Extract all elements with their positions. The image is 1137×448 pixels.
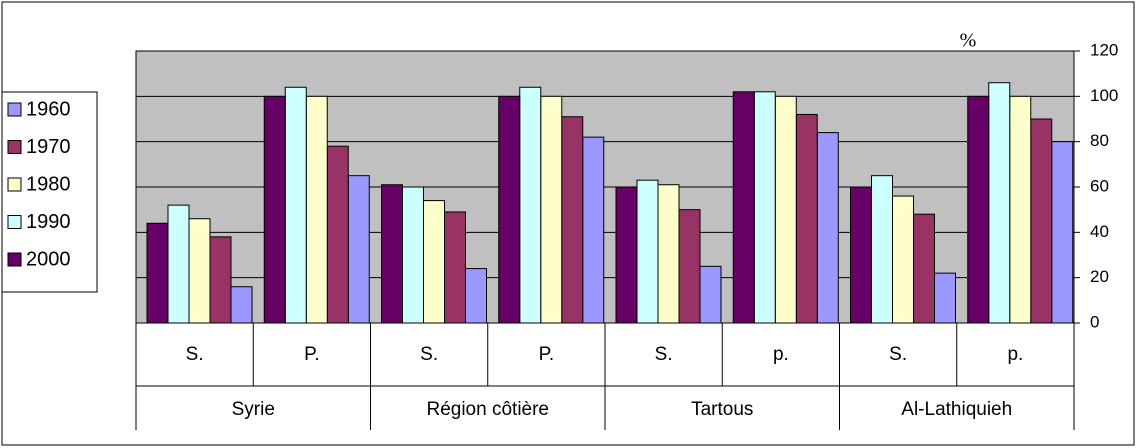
bar [582,136,605,324]
bar [816,132,839,324]
legend-swatch [7,140,22,154]
y-tick-label: 100 [1090,86,1118,105]
x-tick-label: S. [655,344,673,365]
bar [615,186,638,324]
bar [934,272,956,324]
bar [444,211,466,324]
bar [465,268,487,324]
bar [988,82,1011,324]
bar [871,175,893,324]
group-label: Région côtière [426,399,549,420]
legend-swatch [7,252,22,267]
bar [850,186,872,324]
bar [753,91,776,324]
x-tick-label: P. [539,344,555,365]
x-tick-label: S. [186,344,204,365]
y-tick-label: 120 [1090,40,1118,59]
legend-label: 2000 [26,248,71,270]
legend-swatch [7,102,22,117]
bar [1030,118,1053,324]
bar [402,186,424,324]
y-tick-label: 80 [1090,131,1109,150]
x-tick-label: S. [420,344,438,365]
bar [305,95,328,324]
group-label: Al-Lathiquieh [901,399,1012,420]
bar [326,145,349,324]
legend-label: 1980 [26,173,71,195]
y-axis-label: % [960,30,977,52]
bar [892,195,914,324]
bar [636,179,659,324]
bar [263,95,286,324]
bar [1009,95,1032,324]
legend-label: 1960 [26,98,71,120]
bar [230,286,253,324]
legend-swatch [7,215,22,229]
bar [657,184,680,324]
bar [423,200,445,324]
group-label: Syrie [232,399,275,420]
x-tick-label: p. [1007,344,1023,365]
y-tick-label: 40 [1090,222,1109,241]
bar [1051,141,1074,324]
bar [913,213,935,324]
bar [188,218,211,324]
bar [284,86,307,324]
bar [347,175,370,324]
bar [967,95,990,324]
bar [561,116,584,324]
x-tick-label: S. [889,344,907,365]
bar [540,95,563,324]
bar [167,204,190,324]
y-tick-label: 0 [1090,312,1099,331]
bar [209,236,232,324]
legend-swatch [7,177,22,192]
bar [498,95,521,324]
group-label: Tartous [691,399,753,420]
bar [519,86,542,324]
legend-label: 1970 [26,136,71,158]
bar [381,184,403,324]
y-tick-label: 60 [1090,176,1109,195]
legend-label: 1990 [26,211,71,233]
bar [678,209,701,324]
x-tick-label: P. [304,344,320,365]
x-tick-label: p. [773,344,789,365]
bar [795,113,818,324]
bar [774,95,797,324]
bar [732,91,755,324]
bar [699,265,722,324]
bar [146,222,169,324]
y-tick-label: 20 [1090,267,1109,286]
